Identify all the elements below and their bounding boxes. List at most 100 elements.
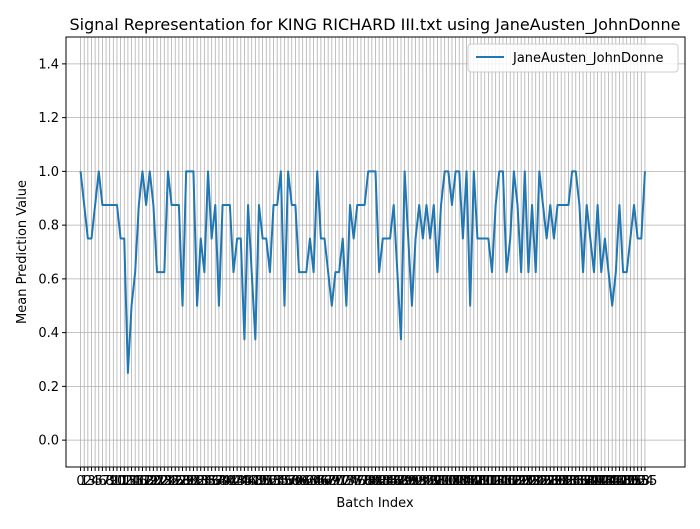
x-tick-label: 122 [512,474,537,489]
x-tick-label: 48 [247,474,264,489]
x-tick-label: 60 [291,474,308,489]
x-tick-label: 123 [516,474,541,489]
x-tick-label: 87 [389,474,406,489]
x-tick-label: 155 [633,474,658,489]
x-tick-label: 44 [233,474,250,489]
x-tick-label: 17 [134,474,151,489]
x-tick-label: 140 [578,474,603,489]
x-tick-label: 139 [574,474,599,489]
x-tick-label: 134 [556,474,581,489]
x-tick-label: 12 [116,474,133,489]
x-tick-label: 79 [360,474,377,489]
x-tick-label: 144 [592,474,617,489]
x-tick-label: 58 [283,474,300,489]
x-tick-label: 91 [404,474,421,489]
x-tick-label: 10 [109,474,126,489]
x-tick-label: 4 [91,474,99,489]
x-tick-label: 34 [196,474,213,489]
x-tick-label: 114 [483,474,508,489]
x-tick-label: 63 [302,474,319,489]
x-tick-label: 117 [494,474,519,489]
x-tick-label: 75 [345,474,362,489]
x-tick-label: 149 [611,474,636,489]
plot-frame [65,36,686,468]
x-tick-label: 20 [145,474,162,489]
x-tick-label: 24 [160,474,177,489]
x-tick-label: 113 [480,474,505,489]
x-tick-label: 112 [476,474,501,489]
x-tick-label: 102 [440,474,465,489]
x-tick-label: 61 [294,474,311,489]
x-tick-label: 107 [458,474,483,489]
legend-label: JaneAusten_JohnDonne [512,51,663,66]
x-tick-label: 138 [571,474,596,489]
y-tick-label: 0.6 [38,272,59,287]
x-tick-label: 6 [98,474,106,489]
x-tick-label: 67 [316,474,333,489]
x-tick-label: 128 [534,474,559,489]
x-tick-label: 55 [273,474,290,489]
x-tick-label: 30 [182,474,199,489]
x-tick-label: 86 [385,474,402,489]
x-tick-label: 82 [371,474,388,489]
x-tick-label: 1 [80,474,88,489]
x-tick-label: 129 [538,474,563,489]
x-tick-label: 0 [76,474,84,489]
series-line [79,170,646,374]
x-tick-label: 125 [523,474,548,489]
x-tick-label: 133 [552,474,577,489]
x-tick-label: 115 [487,474,512,489]
y-tick-label: 0.8 [38,219,59,234]
x-tick-label: 152 [622,474,647,489]
x-axis-label: Batch Index [336,496,414,511]
x-tick-label: 39 [214,474,231,489]
x-tick-label: 151 [618,474,643,489]
x-tick-label: 37 [207,474,224,489]
x-tick-label: 2 [84,474,92,489]
x-tick-label: 31 [185,474,202,489]
x-tick-label: 90 [400,474,417,489]
y-tick-label: 0.2 [38,380,59,395]
x-tick-label: 16 [131,474,148,489]
x-tick-label: 89 [396,474,413,489]
y-axis-label: Mean Prediction Value [15,180,30,324]
x-tick-label: 137 [567,474,592,489]
x-tick-label: 119 [501,474,526,489]
x-tick-label: 121 [509,474,534,489]
y-tick-label: 0.4 [38,326,59,341]
x-tick-label: 146 [600,474,625,489]
x-tick-label: 70 [327,474,344,489]
x-tick-label: 26 [167,474,184,489]
x-tick-label: 106 [454,474,479,489]
y-tick-label: 1.4 [38,57,59,72]
x-tick-label: 97 [425,474,442,489]
x-tick-label: 104 [447,474,472,489]
x-tick-label: 108 [461,474,486,489]
x-tick-label: 124 [520,474,545,489]
x-tick-label: 36 [203,474,220,489]
x-tick-label: 53 [265,474,282,489]
x-tick-label: 52 [262,474,279,489]
y-tick-label: 1.2 [38,111,59,126]
x-tick-label: 120 [505,474,530,489]
x-tick-label: 65 [309,474,326,489]
x-tick-label: 46 [240,474,257,489]
x-tick-label: 147 [603,474,628,489]
x-tick-label: 41 [222,474,239,489]
x-tick-label: 141 [582,474,607,489]
x-tick-label: 73 [338,474,355,489]
x-tick-label: 19 [141,474,158,489]
x-tick-label: 93 [411,474,428,489]
x-tick-label: 14 [123,474,140,489]
x-tick-label: 81 [367,474,384,489]
x-tick-label: 22 [152,474,169,489]
x-tick-label: 3 [87,474,95,489]
y-tick-label: 0.0 [38,434,59,449]
x-tick-label: 145 [596,474,621,489]
x-tick-label: 25 [163,474,180,489]
x-tick-label: 110 [469,474,494,489]
x-tick-label: 33 [192,474,209,489]
x-tick-label: 126 [527,474,552,489]
x-tick-label: 9 [109,474,117,489]
